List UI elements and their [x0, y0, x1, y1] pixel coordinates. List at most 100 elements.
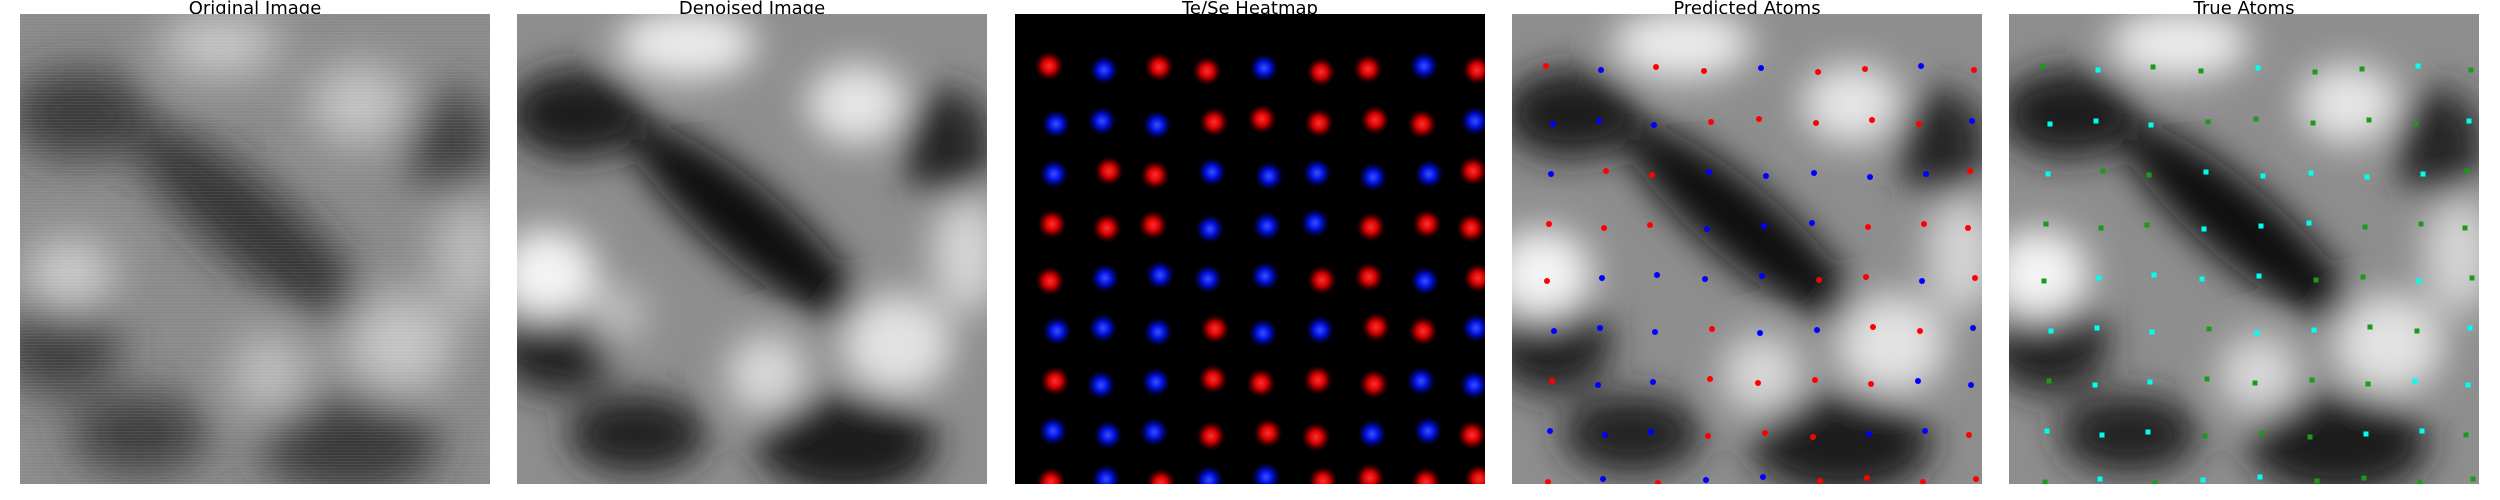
te-peak: [1301, 422, 1331, 452]
heatmap-image: [1015, 14, 1485, 484]
se-peak: [1041, 109, 1071, 139]
true-se-atom: [2042, 479, 2048, 484]
se-peak: [1087, 106, 1117, 136]
predicted-te-atom: [1865, 224, 1871, 230]
true-te-atom: [2363, 431, 2369, 437]
true-te-atom: [2420, 171, 2426, 177]
predicted-se-atom: [1651, 122, 1657, 128]
true-te-atom: [2097, 476, 2103, 482]
true-te-atom: [2419, 428, 2425, 434]
se-peak: [1249, 53, 1279, 83]
true-te-atom: [2096, 275, 2102, 281]
true-te-atom: [2147, 379, 2153, 385]
true-te-atom: [2044, 428, 2050, 434]
denoised-image: [517, 14, 987, 484]
predicted-se-atom: [1759, 273, 1765, 279]
se-peak: [1305, 315, 1335, 345]
se-peak: [1302, 158, 1332, 188]
predicted-te-atom: [1549, 378, 1555, 384]
true-se-atom: [2313, 277, 2319, 283]
te-peak: [1192, 56, 1222, 86]
se-peak: [1142, 110, 1172, 140]
true-se-atom: [2150, 64, 2156, 70]
te-peak: [1353, 54, 1383, 84]
predicted-se-atom: [1597, 325, 1603, 331]
te-peak: [1196, 421, 1226, 451]
predicted-se-atom: [1551, 328, 1557, 334]
predicted-te-atom: [1762, 430, 1768, 436]
te-peak: [1308, 466, 1338, 484]
true-se-atom: [2259, 430, 2265, 436]
true-se-atom: [2312, 69, 2318, 75]
true-te-atom: [2203, 169, 2209, 175]
te-peak: [1307, 265, 1337, 295]
te-peak: [1035, 266, 1065, 296]
te-peak: [1253, 418, 1283, 448]
true-se-atom: [2043, 221, 2049, 227]
se-peak: [1197, 157, 1227, 187]
te-peak: [1138, 210, 1168, 240]
predicted-se-atom: [1811, 170, 1817, 176]
te-peak: [1408, 316, 1438, 346]
predicted-se-atom: [1969, 118, 1975, 124]
se-peak: [1139, 417, 1169, 447]
true-se-atom: [2361, 475, 2367, 481]
true-se-atom: [2470, 476, 2476, 482]
predicted-se-atom: [1706, 169, 1712, 175]
predicted-te-atom: [1869, 117, 1875, 123]
se-peak: [1357, 419, 1387, 449]
te-peak: [1040, 366, 1070, 396]
true-te-atom: [2258, 223, 2264, 229]
true-se-atom: [2204, 376, 2210, 382]
predicted-te-atom: [1862, 66, 1868, 72]
predicted-te-atom: [1868, 381, 1874, 387]
te-peak: [1140, 160, 1170, 190]
predicted-se-atom: [1923, 171, 1929, 177]
se-peak: [1406, 366, 1436, 396]
te-peak: [1199, 107, 1229, 137]
predicted-te-atom: [1973, 476, 1979, 482]
true-se-atom: [2414, 328, 2420, 334]
true-te-atom: [2256, 273, 2262, 279]
predicted-se-atom: [1600, 476, 1606, 482]
original-image: [20, 14, 490, 484]
true-se-atom: [2307, 434, 2313, 440]
true-se-atom: [2198, 68, 2204, 74]
predicted-te-atom: [1545, 479, 1551, 484]
predicted-te-atom: [1863, 274, 1869, 280]
te-peak: [1246, 368, 1276, 398]
true-se-atom: [2362, 224, 2368, 230]
true-se-atom: [2040, 63, 2046, 69]
predicted-se-atom: [1757, 330, 1763, 336]
predicted-te-atom: [1601, 225, 1607, 231]
true-se-atom: [2100, 168, 2106, 174]
true-te-atom: [2047, 121, 2053, 127]
true-te-atom: [2048, 328, 2054, 334]
se-peak: [1251, 462, 1281, 484]
true-se-atom: [2309, 377, 2315, 383]
predicted-se-atom: [1758, 65, 1764, 71]
true-te-atom: [2412, 378, 2418, 384]
se-peak: [1091, 464, 1121, 484]
te-peak: [1304, 108, 1334, 138]
predicted-se-atom: [1595, 382, 1601, 388]
true-te-atom: [2311, 327, 2317, 333]
true-se-atom: [2462, 225, 2468, 231]
predicted-se-atom: [1598, 67, 1604, 73]
true-te-atom: [2099, 432, 2105, 438]
predicted-te-atom: [1649, 172, 1655, 178]
predicted-te-atom: [1917, 328, 1923, 334]
predicted-te-atom: [1544, 278, 1550, 284]
se-peak: [1300, 208, 1330, 238]
te-peak: [1457, 420, 1485, 450]
true-te-atom: [2257, 474, 2263, 480]
te-peak: [1462, 55, 1485, 85]
predicted-te-atom: [1972, 275, 1978, 281]
se-peak: [1250, 261, 1280, 291]
true-te-atom: [2308, 170, 2314, 176]
predicted-se-atom: [1760, 474, 1766, 480]
te-peak: [1034, 51, 1064, 81]
predicted-se-atom: [1970, 325, 1976, 331]
true-se-atom: [2418, 221, 2424, 227]
true-se-atom: [2146, 172, 2152, 178]
